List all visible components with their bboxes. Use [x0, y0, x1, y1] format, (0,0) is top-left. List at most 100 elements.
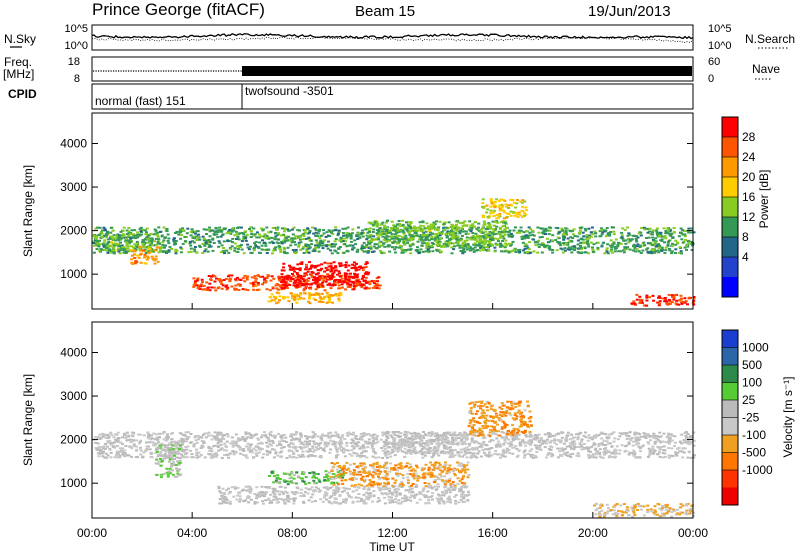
velocity-cell	[370, 444, 374, 447]
power-cell	[404, 234, 408, 237]
power-cell	[243, 230, 247, 233]
power-cell	[280, 275, 284, 278]
power-cell	[365, 262, 369, 264]
power-cell	[322, 279, 326, 282]
velocity-cell	[116, 431, 120, 434]
power-cell	[271, 242, 275, 245]
power-cell	[377, 287, 381, 290]
velocity-cell	[634, 440, 638, 443]
power-cell	[281, 283, 285, 286]
power-cell	[393, 240, 397, 243]
power-cell	[584, 229, 588, 232]
power-cell	[254, 280, 258, 283]
velocity-cell	[195, 456, 199, 459]
velocity-cell	[448, 446, 452, 449]
power-cell	[291, 295, 295, 298]
power-cell	[532, 250, 536, 253]
power-cell	[379, 223, 383, 226]
velocity-cell	[678, 450, 682, 453]
power-cell	[289, 276, 293, 279]
power-cell	[235, 233, 239, 235]
velocity-cell	[186, 445, 190, 448]
power-cell	[636, 236, 640, 239]
velocity-cell	[642, 432, 646, 435]
power-cell	[590, 226, 594, 229]
velocity-cell	[612, 452, 616, 455]
velocity-cell	[215, 454, 219, 457]
velocity-cell	[244, 455, 248, 458]
power-cell	[193, 282, 197, 285]
velocity-cell	[501, 450, 505, 453]
velocity-cell	[413, 435, 417, 438]
velocity-cell	[255, 433, 258, 436]
power-cell	[254, 244, 257, 247]
power-cell	[390, 228, 394, 231]
power-cell	[452, 237, 455, 240]
power-cell	[558, 242, 562, 245]
velocity-cell	[566, 431, 570, 434]
velocity-cell	[473, 431, 476, 434]
power-cell	[325, 244, 329, 246]
power-cell	[648, 296, 652, 299]
power-cell	[435, 241, 439, 244]
power-cell	[605, 227, 609, 229]
power-cell	[516, 249, 520, 252]
power-cell	[281, 233, 285, 236]
velocity-cell	[177, 443, 180, 446]
power-cell	[213, 280, 217, 283]
power-cell	[320, 244, 324, 247]
velocity-cell	[252, 456, 256, 459]
velocity-cell	[246, 442, 250, 445]
velocity-cell	[200, 436, 204, 439]
power-cell	[610, 244, 614, 247]
velocity-cell	[558, 447, 562, 450]
power-cell	[213, 231, 217, 233]
power-cell	[353, 272, 356, 275]
power-cell	[336, 279, 340, 282]
velocity-cell	[182, 448, 186, 451]
power-cell	[277, 275, 281, 278]
power-cell	[563, 247, 567, 250]
velocity-cell	[255, 454, 259, 457]
power-cell	[562, 236, 565, 239]
power-cell	[264, 280, 268, 283]
velocity-cell	[244, 454, 248, 457]
velocity-cell	[284, 436, 288, 439]
power-cell	[471, 232, 475, 234]
power-cell	[325, 231, 329, 234]
power-cell	[303, 272, 307, 275]
velocity-cell	[528, 443, 532, 445]
power-cell	[129, 233, 133, 236]
power-cell	[462, 249, 465, 252]
velocity-cell	[497, 444, 501, 447]
power-cell	[646, 227, 650, 230]
power-cell	[298, 236, 302, 239]
velocity-cell	[164, 439, 168, 442]
power-cell	[270, 236, 274, 239]
power-cell	[601, 231, 605, 234]
power-cell	[657, 296, 661, 299]
power-cell	[461, 225, 465, 227]
power-cell	[254, 277, 258, 280]
power-cell	[278, 246, 282, 249]
power-cell	[345, 232, 349, 234]
power-cell	[454, 234, 458, 237]
power-cell	[132, 246, 135, 249]
power-cell	[265, 234, 269, 237]
power-cell	[600, 244, 604, 247]
velocity-cell	[538, 448, 542, 451]
velocity-cell	[658, 431, 662, 434]
velocity-cell	[411, 432, 415, 435]
velocity-cell	[618, 449, 622, 452]
power-cell	[346, 269, 350, 272]
power-cell	[318, 237, 322, 240]
power-cell	[544, 244, 548, 247]
power-cell	[330, 274, 334, 277]
velocity-cell	[517, 438, 521, 441]
velocity-cell	[437, 454, 441, 457]
power-cell	[428, 227, 432, 230]
power-cell	[415, 229, 419, 232]
velocity-cell	[311, 493, 315, 496]
power-cell	[567, 240, 571, 243]
power-cell	[681, 229, 685, 232]
